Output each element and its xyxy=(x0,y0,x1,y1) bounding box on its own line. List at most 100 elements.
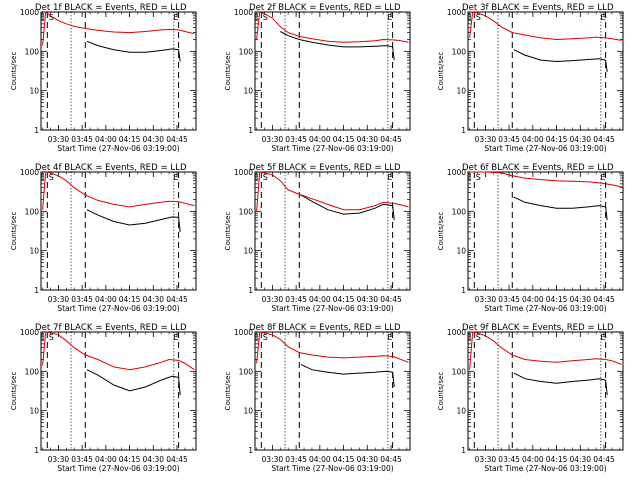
y-tick-label: 10 xyxy=(456,407,466,416)
y-tick-label: 1000 xyxy=(447,8,466,17)
y-tick-label: 100 xyxy=(25,367,40,376)
x-tick-label: 03:30 xyxy=(262,295,284,304)
y-tick-label: 100 xyxy=(25,47,40,56)
x-tick-label: 04:30 xyxy=(356,295,378,304)
flag-e-label: E xyxy=(387,173,392,182)
plot-frame xyxy=(40,11,197,131)
plot-frame xyxy=(40,171,197,291)
flag-e-label: E xyxy=(173,173,178,182)
x-tick-label: 04:45 xyxy=(593,295,615,304)
y-tick-label: 100 xyxy=(239,207,254,216)
y-axis-label: Counts/sec xyxy=(10,212,18,251)
x-tick-label: 04:15 xyxy=(333,455,355,464)
y-tick-label: 10 xyxy=(456,247,466,256)
flag-s-label: S xyxy=(263,173,268,182)
chart-panel-2: Det 2f BLACK = Events, RED = LLD 1 10 100 10… xyxy=(224,3,411,153)
y-tick-label: 1 xyxy=(461,446,466,455)
y-tick-label: 1 xyxy=(248,446,253,455)
flag-e-label: E xyxy=(40,173,45,182)
y-tick-label: 100 xyxy=(452,367,467,376)
x-tick-label: 04:00 xyxy=(309,135,331,144)
x-tick-label: 04:30 xyxy=(569,455,591,464)
y-tick-label: 1000 xyxy=(447,328,466,337)
plot-frame xyxy=(467,171,624,291)
x-tick-label: 03:45 xyxy=(71,135,93,144)
x-tick-label: 04:00 xyxy=(309,455,331,464)
y-tick-label: 100 xyxy=(239,47,254,56)
panel-title: Det 5f BLACK = Events, RED = LLD xyxy=(249,163,401,173)
y-tick-label: 100 xyxy=(25,207,40,216)
y-tick-label: 10 xyxy=(29,247,39,256)
chart-panel-1: Det 1f BLACK = Events, RED = LLD 1 10 100 10… xyxy=(10,3,197,153)
plot-frame xyxy=(40,331,197,451)
y-tick-label: 1 xyxy=(34,286,39,295)
y-axis-label: Counts/sec xyxy=(224,212,232,251)
lld-line xyxy=(256,11,409,43)
plot-frame xyxy=(254,331,411,451)
y-tick-label: 100 xyxy=(452,207,467,216)
y-tick-label: 1 xyxy=(248,286,253,295)
x-axis-label: Start Time (27-Nov-06 03:19:00) xyxy=(271,464,393,473)
y-tick-label: 1 xyxy=(34,446,39,455)
flag-s-label: S xyxy=(263,13,268,22)
y-tick-label: 10 xyxy=(243,407,253,416)
x-tick-label: 04:45 xyxy=(593,135,615,144)
y-tick-label: 1000 xyxy=(234,328,253,337)
flag-s-label: S xyxy=(476,13,481,22)
lld-line xyxy=(469,11,622,41)
flag-e-label: E xyxy=(173,13,178,22)
flag-s-label: S xyxy=(49,333,54,342)
lld-line xyxy=(42,331,195,371)
x-axis-label: Start Time (27-Nov-06 03:19:00) xyxy=(57,304,179,313)
y-tick-label: 1000 xyxy=(20,168,39,177)
events-line xyxy=(86,369,181,396)
y-tick-label: 10 xyxy=(29,87,39,96)
y-axis-label: Counts/sec xyxy=(224,52,232,91)
flag-e-label: E xyxy=(600,173,605,182)
flag-e-label: E xyxy=(600,13,605,22)
x-tick-label: 03:30 xyxy=(475,455,497,464)
x-tick-label: 03:45 xyxy=(498,455,520,464)
x-tick-label: 04:15 xyxy=(546,295,568,304)
chart-panel-3: Det 3f BLACK = Events, RED = LLD 1 10 100 10… xyxy=(437,3,624,153)
x-tick-label: 04:00 xyxy=(522,455,544,464)
flag-s-label: S xyxy=(49,173,54,182)
lld-line xyxy=(256,171,409,212)
x-tick-label: 03:45 xyxy=(285,455,307,464)
x-tick-label: 04:15 xyxy=(119,135,141,144)
flag-s-label: S xyxy=(476,173,481,182)
plot-frame xyxy=(467,11,624,131)
x-tick-label: 04:30 xyxy=(569,135,591,144)
y-tick-label: 10 xyxy=(29,407,39,416)
x-tick-label: 04:45 xyxy=(166,135,188,144)
x-tick-label: 04:30 xyxy=(142,455,164,464)
x-tick-label: 04:00 xyxy=(95,295,117,304)
x-tick-label: 04:15 xyxy=(119,295,141,304)
x-tick-label: 03:45 xyxy=(498,295,520,304)
x-tick-label: 04:45 xyxy=(593,455,615,464)
x-axis-label: Start Time (27-Nov-06 03:19:00) xyxy=(57,464,179,473)
y-axis-label: Counts/sec xyxy=(437,212,445,251)
events-line xyxy=(513,372,608,396)
y-tick-label: 1000 xyxy=(234,168,253,177)
panel-title: Det 8f BLACK = Events, RED = LLD xyxy=(249,323,401,333)
panel-title: Det 9f BLACK = Events, RED = LLD xyxy=(462,323,614,333)
events-line xyxy=(513,196,608,221)
y-axis-label: Counts/sec xyxy=(10,52,18,91)
flag-e-label: E xyxy=(254,13,259,22)
x-tick-label: 04:30 xyxy=(356,135,378,144)
flag-e-label: E xyxy=(40,13,45,22)
x-tick-label: 04:45 xyxy=(380,135,402,144)
flag-e-label: E xyxy=(254,333,259,342)
x-tick-label: 04:00 xyxy=(309,295,331,304)
x-axis-label: Start Time (27-Nov-06 03:19:00) xyxy=(484,464,606,473)
x-tick-label: 04:45 xyxy=(166,455,188,464)
x-tick-label: 04:30 xyxy=(142,295,164,304)
y-axis-label: Counts/sec xyxy=(437,52,445,91)
x-tick-label: 04:15 xyxy=(333,295,355,304)
x-tick-label: 04:45 xyxy=(166,295,188,304)
x-tick-label: 03:30 xyxy=(48,295,70,304)
y-tick-label: 10 xyxy=(456,87,466,96)
y-tick-label: 1 xyxy=(461,286,466,295)
